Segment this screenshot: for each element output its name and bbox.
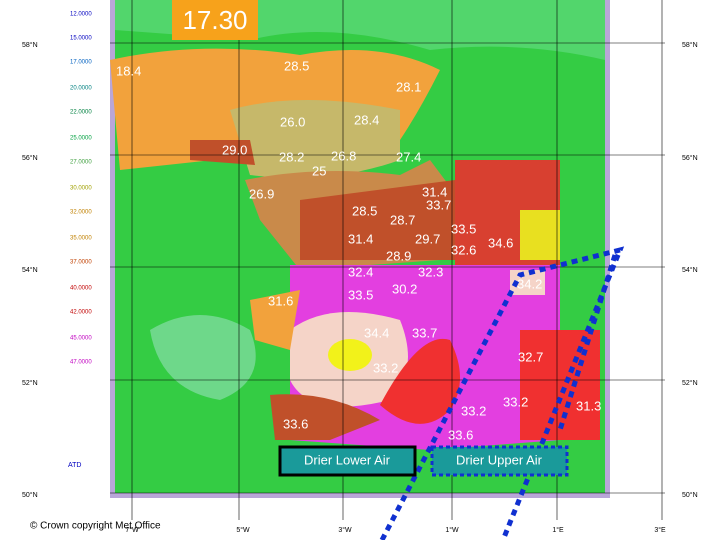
legend-item: 20.0000 — [70, 86, 92, 92]
atd-label: ATD — [68, 462, 81, 469]
region — [300, 180, 460, 260]
map-label: 25 — [312, 163, 326, 178]
map-label: 33.5 — [348, 287, 373, 302]
lat-label: 56°N — [682, 154, 698, 162]
region — [520, 330, 600, 440]
lat-label: 52°N — [22, 379, 38, 387]
legend-item: 32.0000 — [70, 210, 92, 216]
time-box — [172, 0, 258, 40]
map-label: 29.0 — [222, 142, 247, 157]
legend-item: 30.0000 — [70, 186, 92, 192]
credit: © Crown copyright Met Office — [30, 521, 161, 532]
map-label: 28.5 — [284, 58, 309, 73]
map-label: 31.6 — [268, 293, 293, 308]
map-label: 33.2 — [373, 360, 398, 375]
legend-item: 42.0000 — [70, 310, 92, 316]
upper-air-label: Drier Upper Air — [456, 452, 543, 467]
map-label: 28.7 — [390, 212, 415, 227]
coordinates: 58°N 56°N 54°N 52°N 50°N 58°N 56°N 54°N … — [22, 41, 698, 534]
region — [250, 290, 300, 350]
lon-label: 7°W — [125, 526, 139, 534]
map-label: 33.5 — [451, 221, 476, 236]
lower-air-label: Drier Lower Air — [304, 452, 391, 467]
upper-air-box — [430, 445, 569, 477]
lon-label: 3°E — [654, 526, 666, 534]
map-label: 33.7 — [412, 325, 437, 340]
map-label: 31.3 — [576, 398, 601, 413]
legend-item: 25.0000 — [70, 136, 92, 142]
map-label: 30.2 — [392, 281, 417, 296]
map-label: 34.2 — [517, 276, 542, 291]
lat-label: 58°N — [682, 41, 698, 49]
map-label: 28.2 — [279, 149, 304, 164]
region — [230, 100, 400, 178]
map-label: 28.5 — [352, 203, 377, 218]
map-label: 34.4 — [364, 325, 389, 340]
time-label: 17.30 — [182, 5, 247, 35]
map-label: 28.4 — [354, 112, 379, 127]
lon-label: 1°W — [445, 526, 459, 534]
lat-label: 56°N — [22, 154, 38, 162]
map-label: 33.6 — [448, 427, 473, 442]
map-label: 31.4 — [422, 184, 447, 199]
legend-item: 15.0000 — [70, 36, 92, 42]
map-label: 32.7 — [518, 349, 543, 364]
legend-item: 17.0000 — [70, 60, 92, 66]
map-label: 26.8 — [331, 148, 356, 163]
map-label: 33.2 — [503, 394, 528, 409]
region — [328, 339, 372, 371]
map-label: 33.6 — [283, 416, 308, 431]
region — [150, 315, 256, 400]
legend-item: 45.0000 — [70, 336, 92, 342]
region — [270, 394, 380, 440]
map-label: 27.4 — [396, 149, 421, 164]
legend-item: 47.0000 — [70, 360, 92, 366]
lat-label: 54°N — [682, 266, 698, 274]
legend-item: 40.0000 — [70, 286, 92, 292]
lon-label: 3°W — [338, 526, 352, 534]
map-label: 29.7 — [415, 231, 440, 246]
map-label: 28.9 — [386, 248, 411, 263]
lat-label: 58°N — [22, 41, 38, 49]
map-label: 28.1 — [396, 79, 421, 94]
map-label: 26.0 — [280, 114, 305, 129]
lat-label: 50°N — [682, 491, 698, 499]
map-label: 33.2 — [461, 403, 486, 418]
map-label: 26.9 — [249, 186, 274, 201]
lower-air-box — [278, 445, 417, 477]
legend-item: 22.0000 — [70, 110, 92, 116]
legend-item: 27.0000 — [70, 160, 92, 166]
legend-item: 12.0000 — [70, 12, 92, 18]
map-label: 32.4 — [348, 264, 373, 279]
lon-label: 1°E — [552, 526, 564, 534]
map-label: 33.7 — [426, 197, 451, 212]
map-label: 34.6 — [488, 235, 513, 250]
graticule — [110, 0, 665, 520]
map-label: 32.3 — [418, 264, 443, 279]
legend-item: 35.0000 — [70, 236, 92, 242]
drier-air-markers — [379, 246, 625, 542]
map-label: 18.4 — [116, 63, 141, 78]
region — [380, 338, 460, 424]
region — [520, 210, 560, 260]
lon-label: 5°W — [236, 526, 250, 534]
legend-item: 37.0000 — [70, 260, 92, 266]
map-labels: 18.4 28.5 28.1 26.0 28.4 29.0 28.2 26.8 … — [116, 58, 601, 442]
map-label: 31.4 — [348, 231, 373, 246]
legend: 12.0000 15.0000 17.0000 20.0000 22.0000 … — [70, 12, 92, 366]
lat-label: 54°N — [22, 266, 38, 274]
lat-label: 52°N — [682, 379, 698, 387]
map-label: 32.6 — [451, 242, 476, 257]
lat-label: 50°N — [22, 491, 38, 499]
